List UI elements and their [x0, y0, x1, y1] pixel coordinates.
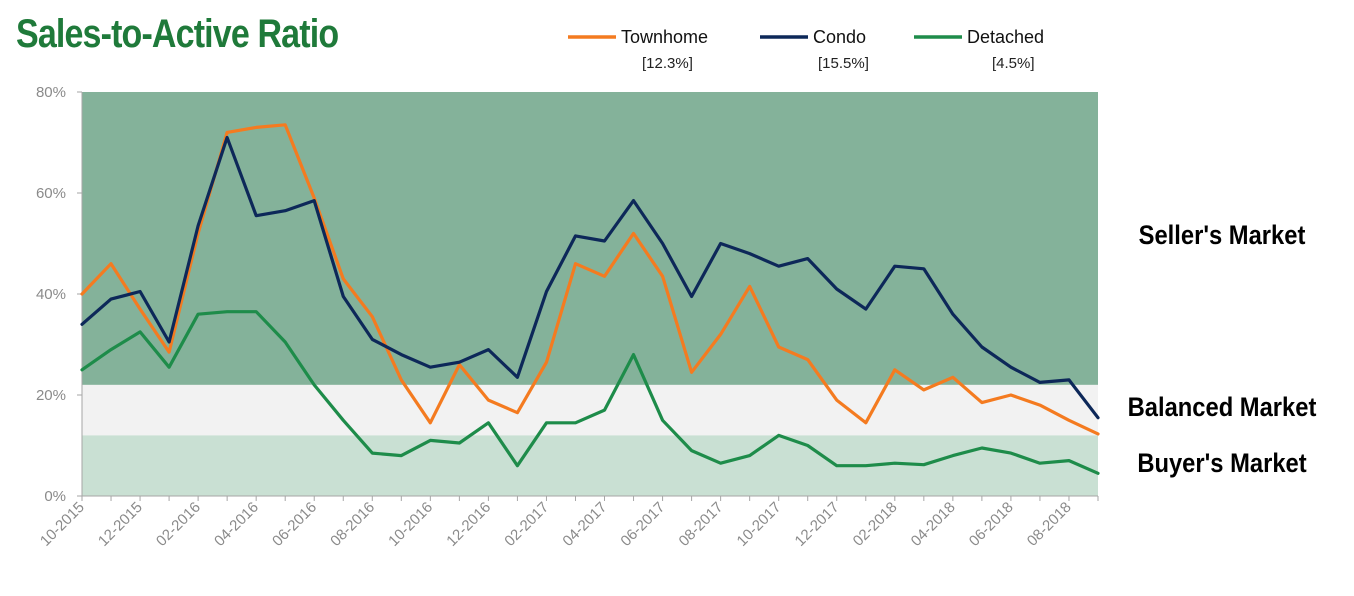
x-tick-label: 06-2016: [269, 499, 320, 550]
balanced-market-label: Balanced Market: [1128, 393, 1317, 423]
x-tick-label: 10-2016: [385, 499, 436, 550]
legend-note-condo: [15.5%]: [818, 55, 869, 72]
y-tick-label: 80%: [36, 84, 66, 101]
legend-label-detached: Detached: [967, 27, 1044, 47]
x-tick-label: 12-2017: [792, 499, 843, 550]
series-line-condo: [80, 135, 1100, 420]
x-tick-label: 10-2015: [37, 499, 88, 550]
legend-label-townhome: Townhome: [621, 27, 708, 47]
x-tick-label: 10-2017: [734, 499, 785, 550]
x-tick-label: 02-2018: [850, 499, 901, 550]
x-tick-label: 04-2016: [211, 499, 262, 550]
series-line-townhome: [80, 123, 1100, 436]
series-lines: [80, 123, 1100, 475]
x-tick-label: 06-2018: [966, 499, 1017, 550]
y-tick-label: 20%: [36, 387, 66, 404]
legend-note-townhome: [12.3%]: [642, 55, 693, 72]
x-tick-label: 08-2017: [676, 499, 727, 550]
y-tick-label: 0%: [44, 488, 66, 505]
buyer-s-market-zone: [82, 435, 1098, 496]
y-tick-label: 40%: [36, 286, 66, 303]
legend: Townhome [12.3%] Condo [15.5%] Detached [4.5%…: [568, 27, 1044, 72]
x-tick-label: 08-2016: [327, 499, 378, 550]
x-tick-label: 04-2018: [908, 499, 959, 550]
balanced-market-zone: [82, 384, 1098, 436]
buyer-s-market-label: Buyer's Market: [1137, 449, 1307, 479]
x-tick-label: 12-2015: [95, 499, 146, 550]
y-tick-label: 60%: [36, 185, 66, 202]
legend-label-condo: Condo: [813, 27, 866, 47]
chart-title: Sales-to-Active Ratio: [16, 12, 339, 56]
x-tick-label: 02-2017: [501, 499, 552, 550]
legend-note-detached: [4.5%]: [992, 55, 1035, 72]
x-tick-label: 12-2016: [443, 499, 494, 550]
market-zone-labels: Seller's Market Balanced Market Buyer's Ma…: [1128, 221, 1317, 479]
x-tick-label: 08-2018: [1024, 499, 1075, 550]
seller-s-market-label: Seller's Market: [1139, 221, 1306, 251]
x-tick-label: 04-2017: [559, 499, 610, 550]
series-line-detached: [80, 310, 1100, 475]
x-tick-label: 06-2017: [617, 499, 668, 550]
x-tick-label: 02-2016: [153, 499, 204, 550]
